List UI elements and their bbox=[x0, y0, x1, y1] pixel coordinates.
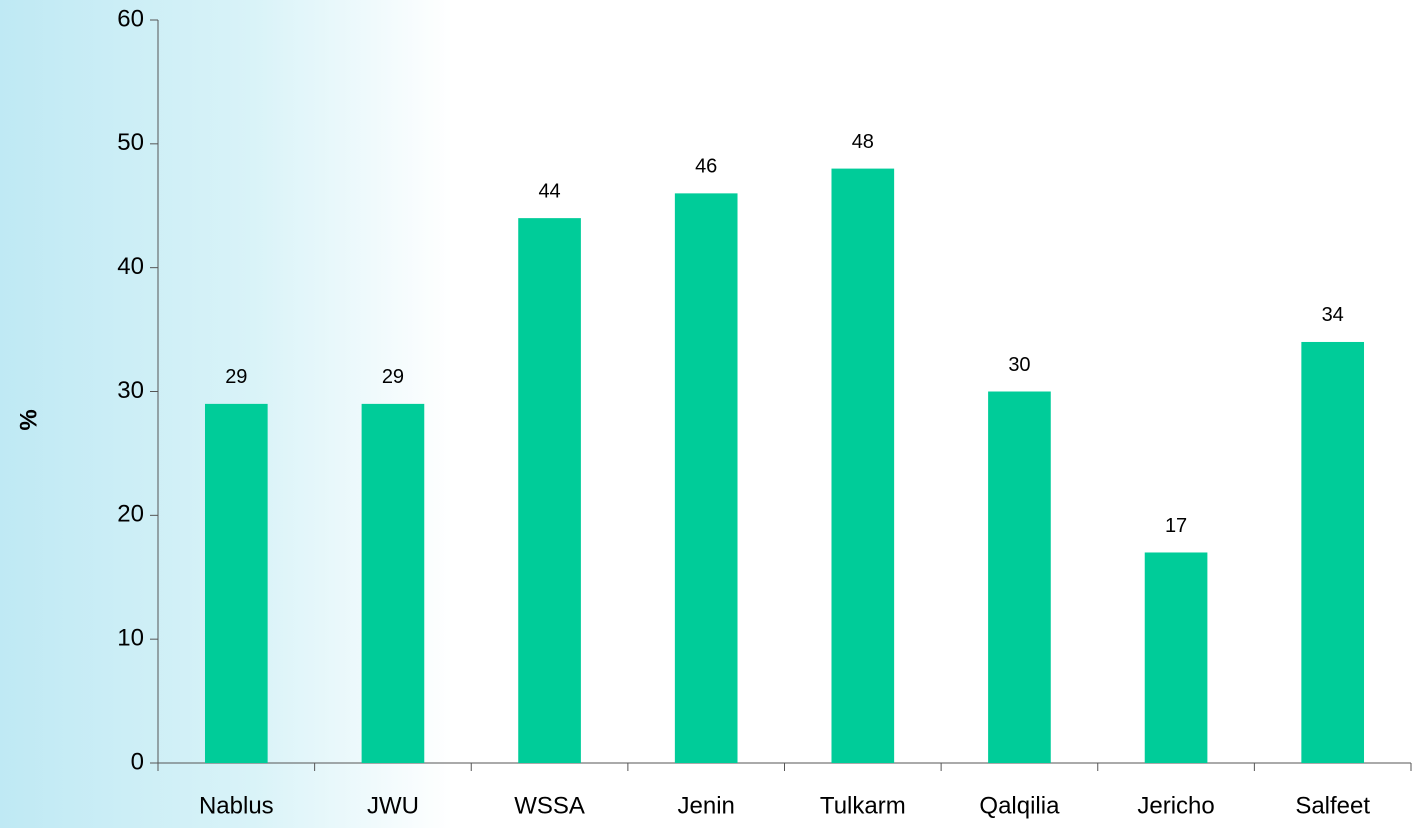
data-label: 29 bbox=[225, 366, 247, 388]
data-label: 30 bbox=[1008, 354, 1030, 376]
bar bbox=[1144, 552, 1208, 763]
x-tick-label: JWU bbox=[367, 792, 419, 819]
y-tick-label: 0 bbox=[131, 748, 144, 775]
y-tick-label: 50 bbox=[117, 129, 144, 156]
data-label: 17 bbox=[1165, 515, 1187, 537]
y-tick-label: 40 bbox=[117, 253, 144, 280]
x-tick-label: Tulkarm bbox=[820, 792, 906, 819]
x-tick-label: Jenin bbox=[678, 792, 735, 819]
data-label: 48 bbox=[852, 131, 874, 153]
y-tick-label: 10 bbox=[117, 625, 144, 652]
data-label: 34 bbox=[1322, 304, 1344, 326]
bar bbox=[518, 218, 581, 764]
bar bbox=[361, 403, 425, 763]
data-label: 44 bbox=[538, 180, 560, 202]
data-label: 29 bbox=[382, 366, 404, 388]
bar bbox=[204, 403, 268, 763]
y-axis-label: % bbox=[15, 409, 42, 430]
x-tick-label: WSSA bbox=[514, 792, 585, 819]
y-tick-label: 60 bbox=[117, 5, 144, 32]
bar bbox=[674, 193, 738, 763]
x-tick-label: Salfeet bbox=[1295, 792, 1370, 819]
bar bbox=[831, 168, 895, 764]
data-label: 46 bbox=[695, 156, 717, 178]
x-tick-label: Jericho bbox=[1137, 792, 1214, 819]
x-tick-label: Nablus bbox=[199, 792, 274, 819]
x-tick-label: Qalqilia bbox=[979, 792, 1060, 819]
y-tick-label: 30 bbox=[117, 377, 144, 404]
bar bbox=[1301, 341, 1365, 763]
bar bbox=[988, 391, 1051, 763]
y-tick-label: 20 bbox=[117, 501, 144, 528]
